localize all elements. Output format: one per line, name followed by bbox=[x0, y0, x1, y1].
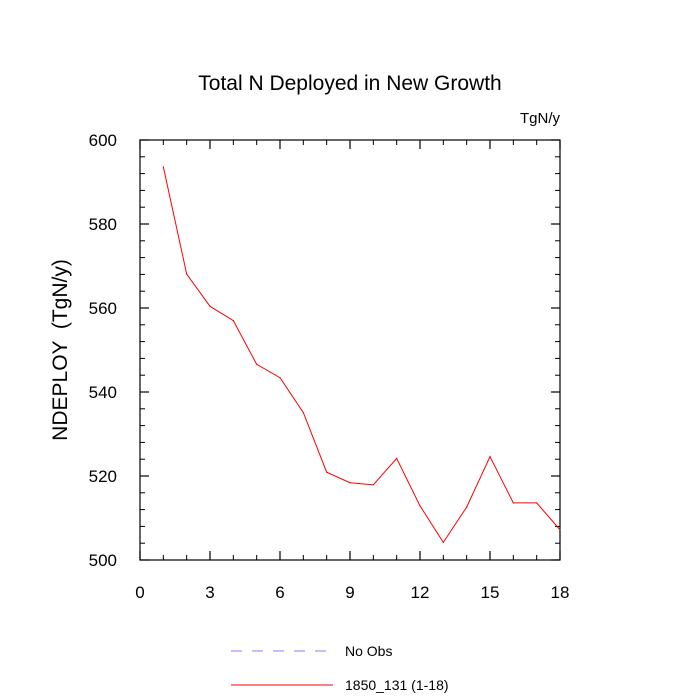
y-tick-label: 540 bbox=[89, 383, 117, 402]
series-point bbox=[536, 502, 538, 504]
legend: No Obs 1850_131 (1-18) bbox=[231, 643, 449, 693]
y-axis-label: NDEPLOY (TgN/y) bbox=[49, 259, 72, 441]
legend-label-no-obs: No Obs bbox=[345, 643, 392, 659]
y-tick-label: 580 bbox=[89, 215, 117, 234]
x-tick-labels: 0 3 6 9 12 15 18 bbox=[135, 583, 569, 602]
y-tick-label: 520 bbox=[89, 467, 117, 486]
series-group bbox=[162, 166, 561, 544]
chart-title: Total N Deployed in New Growth bbox=[198, 72, 501, 95]
x-tick-label: 3 bbox=[205, 583, 214, 602]
series-point bbox=[186, 273, 188, 275]
series-point bbox=[232, 320, 234, 322]
units-label: TgN/y bbox=[520, 110, 561, 127]
x-tick-label: 6 bbox=[275, 583, 284, 602]
y-tick-labels: 500 520 540 560 580 600 bbox=[89, 131, 117, 570]
series-point bbox=[372, 484, 374, 486]
axis-ticks bbox=[139, 139, 561, 561]
x-tick-label: 15 bbox=[481, 583, 500, 602]
series-point bbox=[489, 456, 491, 458]
legend-label-1850-131: 1850_131 (1-18) bbox=[345, 677, 449, 693]
y-tick-label: 600 bbox=[89, 131, 117, 150]
x-tick-label: 12 bbox=[411, 583, 430, 602]
series-point bbox=[396, 457, 398, 459]
series-point bbox=[326, 471, 328, 473]
y-tick-label: 500 bbox=[89, 551, 117, 570]
series-line-0 bbox=[162, 166, 561, 544]
x-tick-label: 0 bbox=[135, 583, 144, 602]
series-point bbox=[256, 363, 258, 365]
series-point bbox=[559, 529, 561, 531]
series-point bbox=[442, 541, 444, 543]
series-point bbox=[279, 377, 281, 379]
x-tick-label: 18 bbox=[551, 583, 570, 602]
y-tick-label: 560 bbox=[89, 299, 117, 318]
plot-frame bbox=[139, 139, 561, 561]
series-point bbox=[512, 502, 514, 504]
series-point bbox=[349, 482, 351, 484]
series-point bbox=[419, 505, 421, 507]
series-point bbox=[162, 166, 164, 168]
series-point bbox=[466, 506, 468, 508]
x-tick-label: 9 bbox=[345, 583, 354, 602]
series-point bbox=[209, 305, 211, 307]
series-point bbox=[302, 411, 304, 414]
